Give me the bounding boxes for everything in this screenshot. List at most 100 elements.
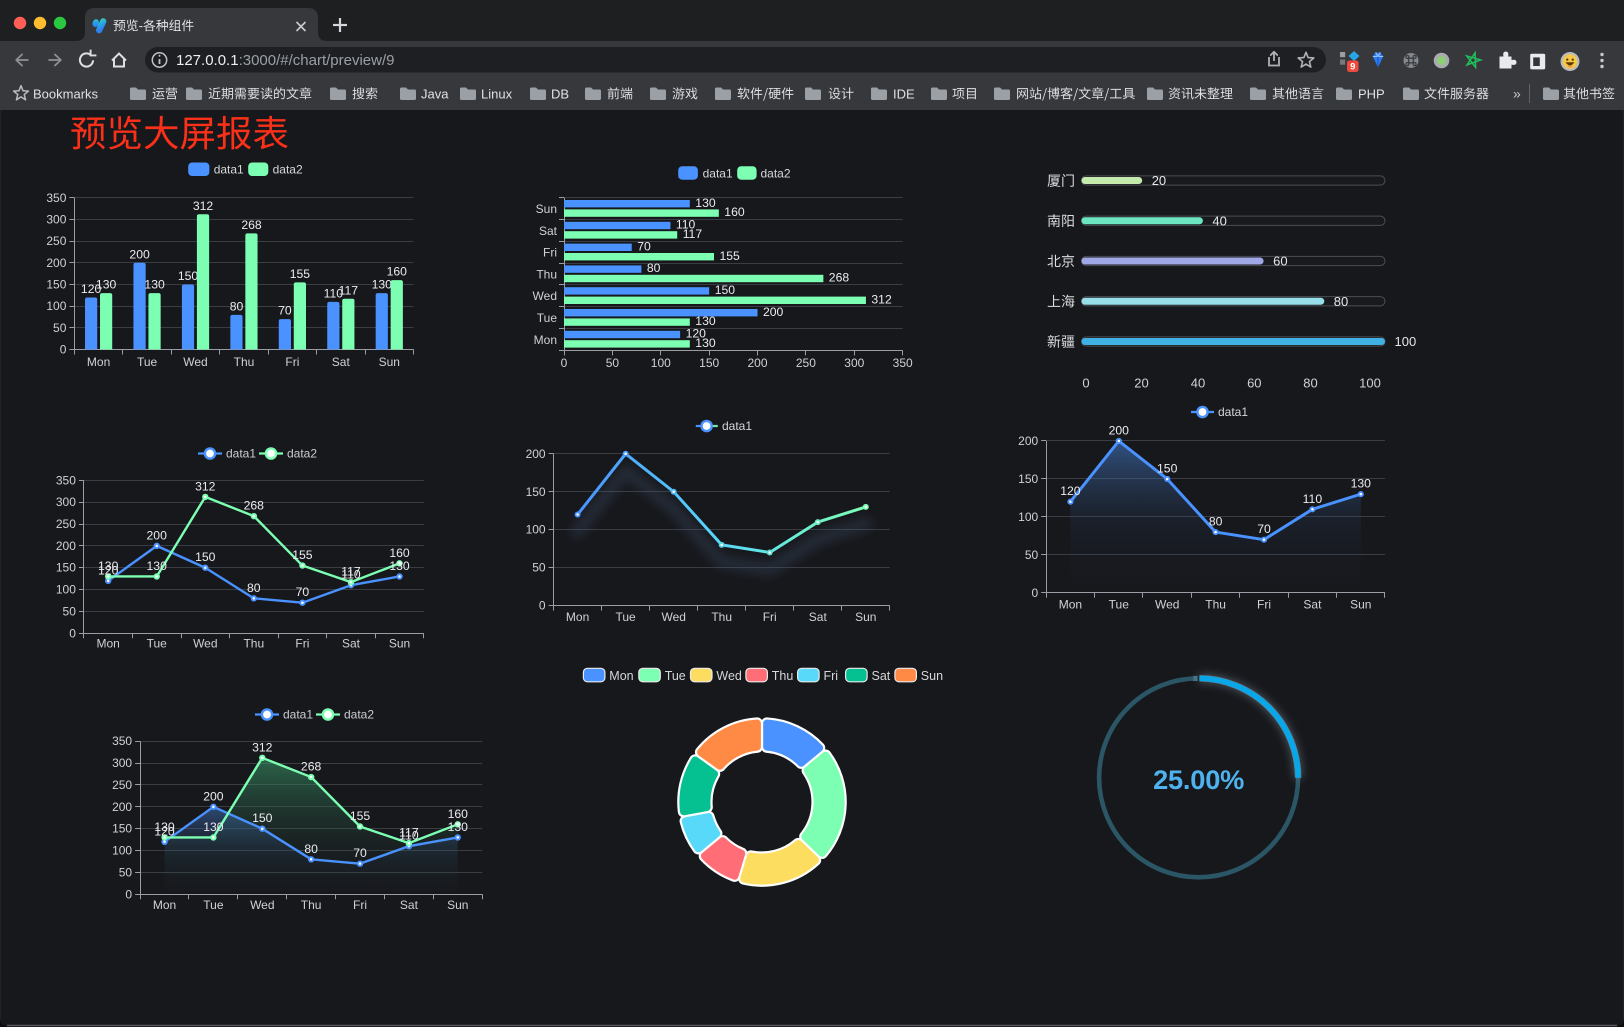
svg-text:250: 250 (112, 778, 132, 792)
svg-text:0: 0 (539, 599, 546, 613)
svg-text:250: 250 (46, 234, 66, 248)
svg-text:70: 70 (353, 846, 367, 860)
svg-text:130: 130 (96, 278, 117, 292)
svg-text:120: 120 (686, 327, 707, 341)
svg-text:0: 0 (60, 343, 67, 357)
svg-text:Mon: Mon (97, 637, 120, 651)
svg-text:data1: data1 (226, 447, 256, 461)
svg-text:data2: data2 (273, 163, 303, 177)
svg-text:Sun: Sun (536, 202, 557, 216)
svg-text:data2: data2 (761, 166, 791, 180)
svg-text:data2: data2 (344, 708, 374, 722)
svg-text:130: 130 (1351, 477, 1372, 491)
svg-text:Wed: Wed (250, 898, 274, 912)
svg-text:Thu: Thu (1205, 598, 1226, 612)
svg-text:Mon: Mon (153, 898, 176, 912)
svg-text:60: 60 (1247, 376, 1261, 391)
svg-text:155: 155 (350, 809, 371, 823)
svg-text:300: 300 (112, 756, 132, 770)
svg-text:Thu: Thu (772, 669, 794, 683)
svg-text:160: 160 (724, 205, 745, 219)
svg-text:150: 150 (1018, 472, 1038, 486)
svg-text:130: 130 (448, 820, 469, 834)
svg-text:130: 130 (695, 336, 716, 350)
svg-text:0: 0 (69, 626, 76, 640)
svg-text:Sat: Sat (809, 610, 828, 624)
svg-text:268: 268 (244, 499, 265, 513)
svg-text:300: 300 (46, 213, 66, 227)
svg-text:200: 200 (112, 800, 132, 814)
svg-text:Sat: Sat (400, 898, 419, 912)
svg-text:20: 20 (1134, 376, 1148, 391)
svg-text:Tue: Tue (665, 669, 686, 683)
svg-text:data1: data1 (722, 419, 752, 433)
svg-text:Mon: Mon (1059, 598, 1082, 612)
svg-text:100: 100 (526, 523, 546, 537)
svg-text:Sat: Sat (332, 355, 351, 369)
svg-text:Tue: Tue (203, 898, 224, 912)
svg-text:20: 20 (1152, 173, 1166, 188)
svg-text:200: 200 (747, 356, 767, 370)
svg-text:100: 100 (112, 844, 132, 858)
svg-text:Mon: Mon (87, 355, 110, 369)
svg-text:130: 130 (389, 559, 410, 573)
svg-text:Thu: Thu (243, 637, 264, 651)
svg-text:data1: data1 (283, 708, 313, 722)
svg-text:100: 100 (1359, 376, 1381, 391)
svg-text:130: 130 (372, 278, 393, 292)
svg-text:110: 110 (399, 829, 419, 843)
svg-text:50: 50 (119, 865, 133, 879)
svg-text:Bookmarks: Bookmarks (33, 86, 99, 101)
svg-text:Wed: Wed (193, 637, 217, 651)
svg-text:70: 70 (296, 585, 310, 599)
svg-text:250: 250 (796, 356, 816, 370)
svg-text:150: 150 (56, 561, 76, 575)
svg-text:155: 155 (290, 267, 311, 281)
svg-text:127.0.0.1:3000/#/chart/preview: 127.0.0.1:3000/#/chart/preview/9 (176, 52, 395, 69)
svg-text:80: 80 (647, 261, 661, 275)
svg-text:Sun: Sun (855, 610, 876, 624)
svg-text:Mon: Mon (609, 669, 633, 683)
svg-text:130: 130 (154, 820, 175, 834)
svg-text:312: 312 (252, 740, 273, 754)
svg-text:200: 200 (1109, 424, 1130, 438)
svg-text:160: 160 (448, 807, 469, 821)
svg-text:data1: data1 (703, 166, 733, 180)
svg-text:data1: data1 (214, 163, 244, 177)
svg-text:Sun: Sun (389, 637, 410, 651)
svg-text:Sun: Sun (921, 669, 943, 683)
svg-text:Sun: Sun (1350, 598, 1371, 612)
svg-text:70: 70 (1257, 522, 1271, 536)
svg-text:Fri: Fri (295, 637, 309, 651)
svg-text:250: 250 (56, 517, 76, 531)
svg-text:Sat: Sat (872, 669, 891, 683)
svg-text:150: 150 (699, 356, 719, 370)
svg-text:Fri: Fri (543, 246, 557, 260)
svg-text:IDE: IDE (893, 86, 915, 101)
svg-text:160: 160 (387, 265, 408, 279)
svg-text:130: 130 (147, 559, 168, 573)
svg-text:100: 100 (1018, 510, 1038, 524)
svg-text:80: 80 (247, 581, 261, 595)
svg-text:155: 155 (720, 249, 741, 263)
svg-text:0: 0 (561, 356, 568, 370)
svg-text:50: 50 (606, 356, 620, 370)
svg-text:Thu: Thu (301, 898, 322, 912)
svg-text:300: 300 (56, 495, 76, 509)
svg-text:Fri: Fri (824, 669, 839, 683)
svg-text:40: 40 (1212, 213, 1226, 228)
svg-text:Tue: Tue (137, 355, 158, 369)
svg-text:350: 350 (893, 356, 913, 370)
svg-text:Wed: Wed (533, 289, 557, 303)
svg-text:0: 0 (1032, 586, 1039, 600)
svg-text:110: 110 (1303, 492, 1323, 506)
svg-text:200: 200 (46, 256, 66, 270)
svg-text:120: 120 (1060, 484, 1081, 498)
svg-text:268: 268 (301, 760, 322, 774)
svg-text:40: 40 (1191, 376, 1205, 391)
svg-text:9: 9 (1350, 62, 1355, 73)
svg-text:80: 80 (230, 299, 244, 313)
svg-text:Linux: Linux (481, 86, 513, 101)
svg-text:80: 80 (1209, 515, 1223, 529)
svg-text:150: 150 (526, 485, 546, 499)
